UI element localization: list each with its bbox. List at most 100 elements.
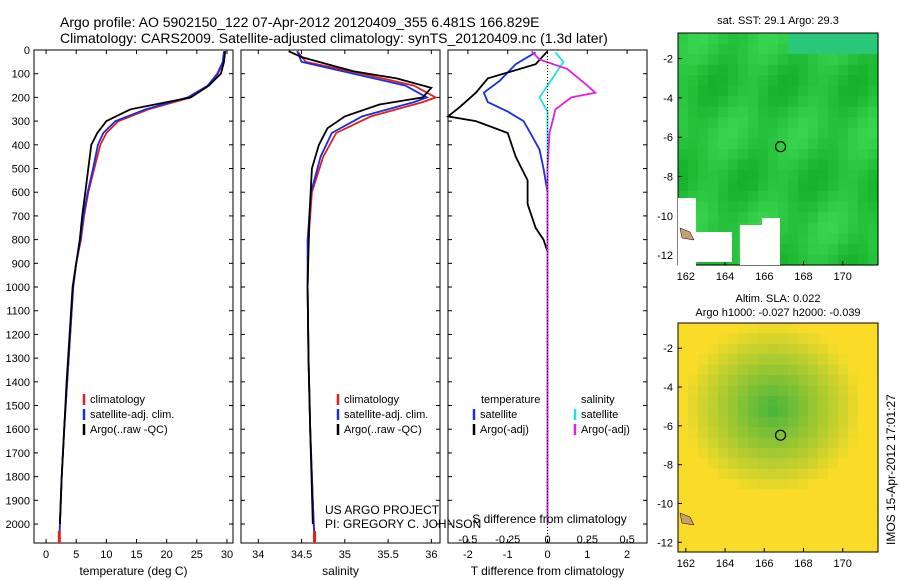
sla-map-cell <box>778 323 789 334</box>
sla-map-cell <box>848 333 859 345</box>
sst-map-cell <box>678 159 689 171</box>
sla-map-cell <box>708 323 719 334</box>
sla-map-cell <box>868 427 879 439</box>
sla-map-cell <box>768 395 779 407</box>
sla-map-xtick-label: 166 <box>755 558 773 570</box>
sst-map-cell <box>748 96 759 108</box>
sla-map-cell <box>788 541 799 553</box>
sla-map-cell <box>808 364 819 376</box>
sla-map-cell <box>718 364 729 376</box>
sst-map-cell <box>808 159 819 171</box>
sla-map-cell <box>758 416 769 428</box>
sst-map-cell <box>808 201 819 213</box>
sla-map-cell <box>838 354 849 366</box>
sst-map-cell <box>688 33 699 45</box>
sla-map-cell <box>698 406 709 418</box>
sst-map-cell <box>678 54 689 66</box>
sla-map-cell <box>838 541 849 553</box>
sst-map-cell <box>788 117 799 129</box>
sst-map-cell <box>778 243 789 255</box>
sst-map-cell <box>818 233 829 245</box>
sst-map-cell <box>718 149 729 161</box>
sla-map-cell <box>768 510 779 522</box>
depth-tick-label: 1600 <box>6 424 30 436</box>
difference-profile-series-temperature-satellite <box>482 51 549 524</box>
sst-map-cell <box>758 180 769 192</box>
sst-map-cell <box>788 222 799 234</box>
sla-map-cell <box>858 416 869 428</box>
sla-map-cell <box>718 323 729 334</box>
sst-map-cell <box>788 201 799 213</box>
sst-map-cell <box>808 149 819 161</box>
sst-map-cell <box>848 117 859 129</box>
sla-map-cell <box>738 489 749 501</box>
sst-map-cell <box>678 180 689 192</box>
sst-map-cell <box>728 54 739 66</box>
sla-map-cell <box>738 375 749 386</box>
sla-map-cell <box>728 364 739 376</box>
sla-map-cell <box>678 447 689 459</box>
sst-map-cell <box>678 64 689 76</box>
sst-map-cell <box>778 33 789 45</box>
sla-map-cell <box>838 510 849 522</box>
sla-map-cell <box>798 364 809 376</box>
sla-map-cell <box>818 520 829 532</box>
temperature-profile-xlabel: temperature (deg C) <box>79 564 187 578</box>
sla-map-cell <box>748 458 759 470</box>
sla-map-cell <box>798 416 809 428</box>
sst-map-cell <box>828 127 839 139</box>
sla-map-cell <box>748 489 759 501</box>
sla-map-cell <box>808 385 819 397</box>
sla-map-cell <box>678 437 689 449</box>
sla-map-cell <box>758 479 769 491</box>
sla-map-cell <box>818 333 829 345</box>
sst-map-cell <box>728 212 739 224</box>
depth-tick-label: 100 <box>12 69 30 81</box>
sla-map-cell <box>718 479 729 491</box>
sst-map-cell <box>728 96 739 108</box>
sst-map-cell <box>698 180 709 192</box>
sla-map-cell <box>748 416 759 428</box>
difference-profile-series-salinity-argo-adj- <box>530 50 598 524</box>
sst-map-cell <box>708 117 719 129</box>
sla-map-cell <box>678 395 689 407</box>
depth-tick-label: 1200 <box>6 329 30 341</box>
sla-map-cell <box>818 395 829 407</box>
sst-map-cell <box>698 117 709 129</box>
sst-map-cell <box>788 85 799 97</box>
sla-map-cell <box>808 354 819 366</box>
sla-map-cell <box>708 364 719 376</box>
sla-map-cell <box>728 416 739 428</box>
sst-map-cell <box>848 222 859 234</box>
sla-map-cell <box>768 500 779 511</box>
sla-map-cell <box>848 427 859 439</box>
sst-map-cell <box>828 159 839 171</box>
sst-map-cell <box>838 43 849 55</box>
sla-map-cell <box>778 500 789 511</box>
sla-map-argo-position-marker <box>774 429 787 441</box>
sst-map-cell <box>758 96 769 108</box>
sst-map-cell <box>818 106 829 118</box>
depth-tick-label: 1300 <box>6 353 30 365</box>
sla-map-cell <box>788 375 799 386</box>
salinity-diff-tick-label: 0.5 <box>619 534 634 546</box>
sst-map-cell <box>848 138 859 150</box>
diff-legend-salinity-title: salinity <box>581 394 615 406</box>
sst-map-cell <box>748 106 759 118</box>
sla-map-cell <box>718 427 729 439</box>
sla-map-cell <box>768 437 779 449</box>
sla-map-cell <box>688 510 699 522</box>
depth-tick-label: 1700 <box>6 448 30 460</box>
sst-map-cell <box>848 233 859 245</box>
sla-map-cell <box>768 343 779 355</box>
sst-map-cell <box>858 233 869 245</box>
sst-map-cell <box>678 170 689 182</box>
sla-map-cell <box>818 323 829 334</box>
sla-map-cell <box>848 437 859 449</box>
sla-map-cell <box>678 385 689 397</box>
sla-map-cell <box>798 541 809 553</box>
sst-map-cell <box>708 33 719 45</box>
sla-map-cell <box>848 520 859 532</box>
sst-map-cell <box>848 43 859 55</box>
sla-map-cell <box>698 437 709 449</box>
